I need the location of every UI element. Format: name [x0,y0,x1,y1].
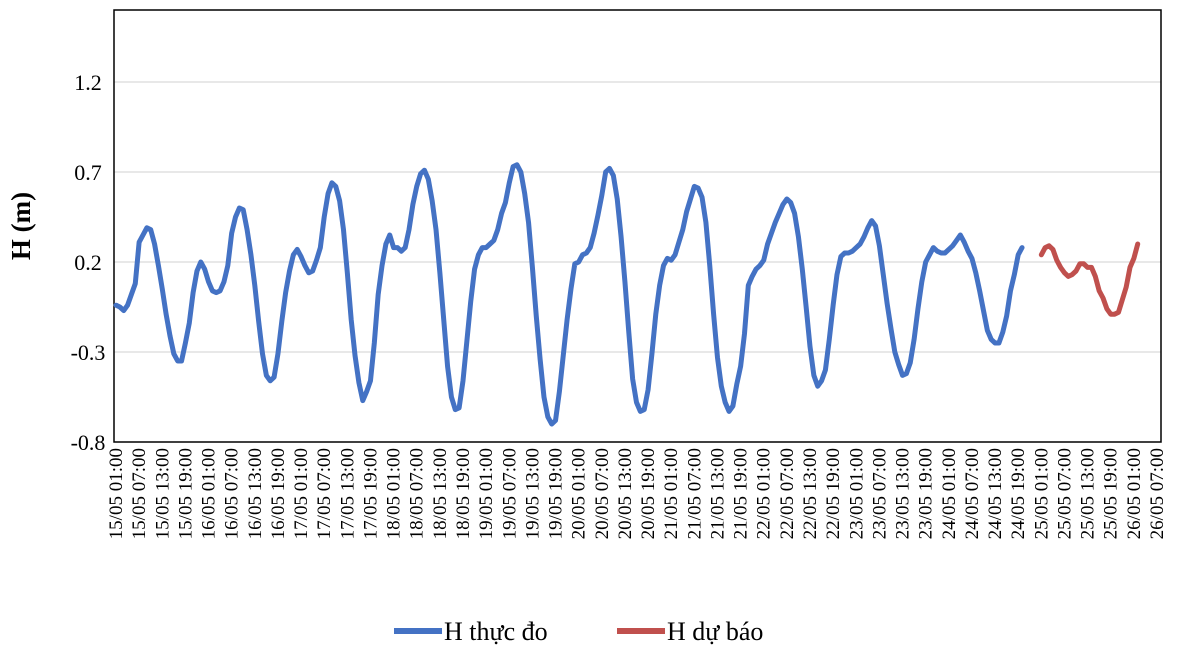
x-tick-label: 19/05 19:00 [546,448,567,539]
x-tick-label: 22/05 19:00 [823,448,844,539]
x-tick-label: 22/05 13:00 [800,448,821,539]
x-tick-label: 21/05 19:00 [731,448,752,539]
x-tick-label: 16/05 07:00 [222,448,243,539]
x-tick-label: 20/05 19:00 [638,448,659,539]
x-tick-label: 20/05 01:00 [569,448,590,539]
x-tick-label: 25/05 13:00 [1078,448,1099,539]
x-tick-label: 18/05 13:00 [430,448,451,539]
x-tick-label: 19/05 01:00 [476,448,497,539]
x-tick-label: 21/05 07:00 [684,448,705,539]
x-tick-label: 24/05 19:00 [1008,448,1029,539]
x-tick-label: 18/05 19:00 [453,448,474,539]
x-tick-label: 17/05 07:00 [314,448,335,539]
legend-label-forecast: H dự báo [667,617,763,646]
legend: H thực đo H dự báo [394,617,763,646]
x-tick-label: 17/05 13:00 [337,448,358,539]
x-tick-label: 20/05 13:00 [615,448,636,539]
x-tick-label: 18/05 07:00 [407,448,428,539]
x-tick-label: 26/05 01:00 [1124,448,1145,539]
x-tick-label: 15/05 07:00 [129,448,150,539]
x-tick-label: 15/05 19:00 [175,448,196,539]
x-tick-label: 19/05 13:00 [522,448,543,539]
gridlines [114,81,1161,353]
x-tick-label: 18/05 01:00 [384,448,405,539]
x-tick-label: 17/05 19:00 [360,448,381,539]
x-tick-label: 21/05 13:00 [707,448,728,539]
x-tick-label: 23/05 07:00 [869,448,890,539]
y-tick-label: -0.3 [71,340,106,365]
x-tick-label: 24/05 01:00 [939,448,960,539]
x-tick-label: 15/05 13:00 [152,448,173,539]
x-tick-label: 17/05 01:00 [291,448,312,539]
x-tick-label: 21/05 01:00 [661,448,682,539]
x-tick-label: 23/05 13:00 [893,448,914,539]
x-tick-label: 16/05 19:00 [268,448,289,539]
plot-area-frame [113,9,1162,443]
x-tick-label: 25/05 07:00 [1054,448,1075,539]
y-tick-label: -0.8 [71,430,106,455]
x-tick-label: 25/05 19:00 [1101,448,1122,539]
series-lines [113,162,1141,427]
y-tick-label: 0.7 [74,160,102,185]
series-line-forecast [1038,241,1141,317]
y-tick-label: 1.2 [74,70,102,95]
x-tick-label: 26/05 07:00 [1147,448,1168,539]
y-axis-label: H (m) [6,192,36,260]
x-axis-ticks: 15/05 01:00 15/05 07:00 15/05 13:00 15/05 1… [106,448,1168,539]
x-tick-label: 19/05 07:00 [499,448,520,539]
y-tick-label: 0.2 [74,250,102,275]
x-tick-label: 22/05 01:00 [754,448,775,539]
x-tick-label: 25/05 01:00 [1031,448,1052,539]
x-tick-label: 23/05 01:00 [846,448,867,539]
x-tick-label: 24/05 07:00 [962,448,983,539]
x-tick-label: 23/05 19:00 [916,448,937,539]
x-tick-label: 20/05 07:00 [592,448,613,539]
y-axis-ticks: -0.8 -0.3 0.2 0.7 1.2 [71,70,106,455]
x-tick-label: 22/05 07:00 [777,448,798,539]
x-tick-label: 15/05 01:00 [106,448,127,539]
legend-label-measured: H thực đo [444,617,548,646]
x-tick-label: 16/05 01:00 [199,448,220,539]
x-tick-label: 24/05 13:00 [985,448,1006,539]
x-tick-label: 16/05 13:00 [245,448,266,539]
series-line-measured [113,162,1025,427]
